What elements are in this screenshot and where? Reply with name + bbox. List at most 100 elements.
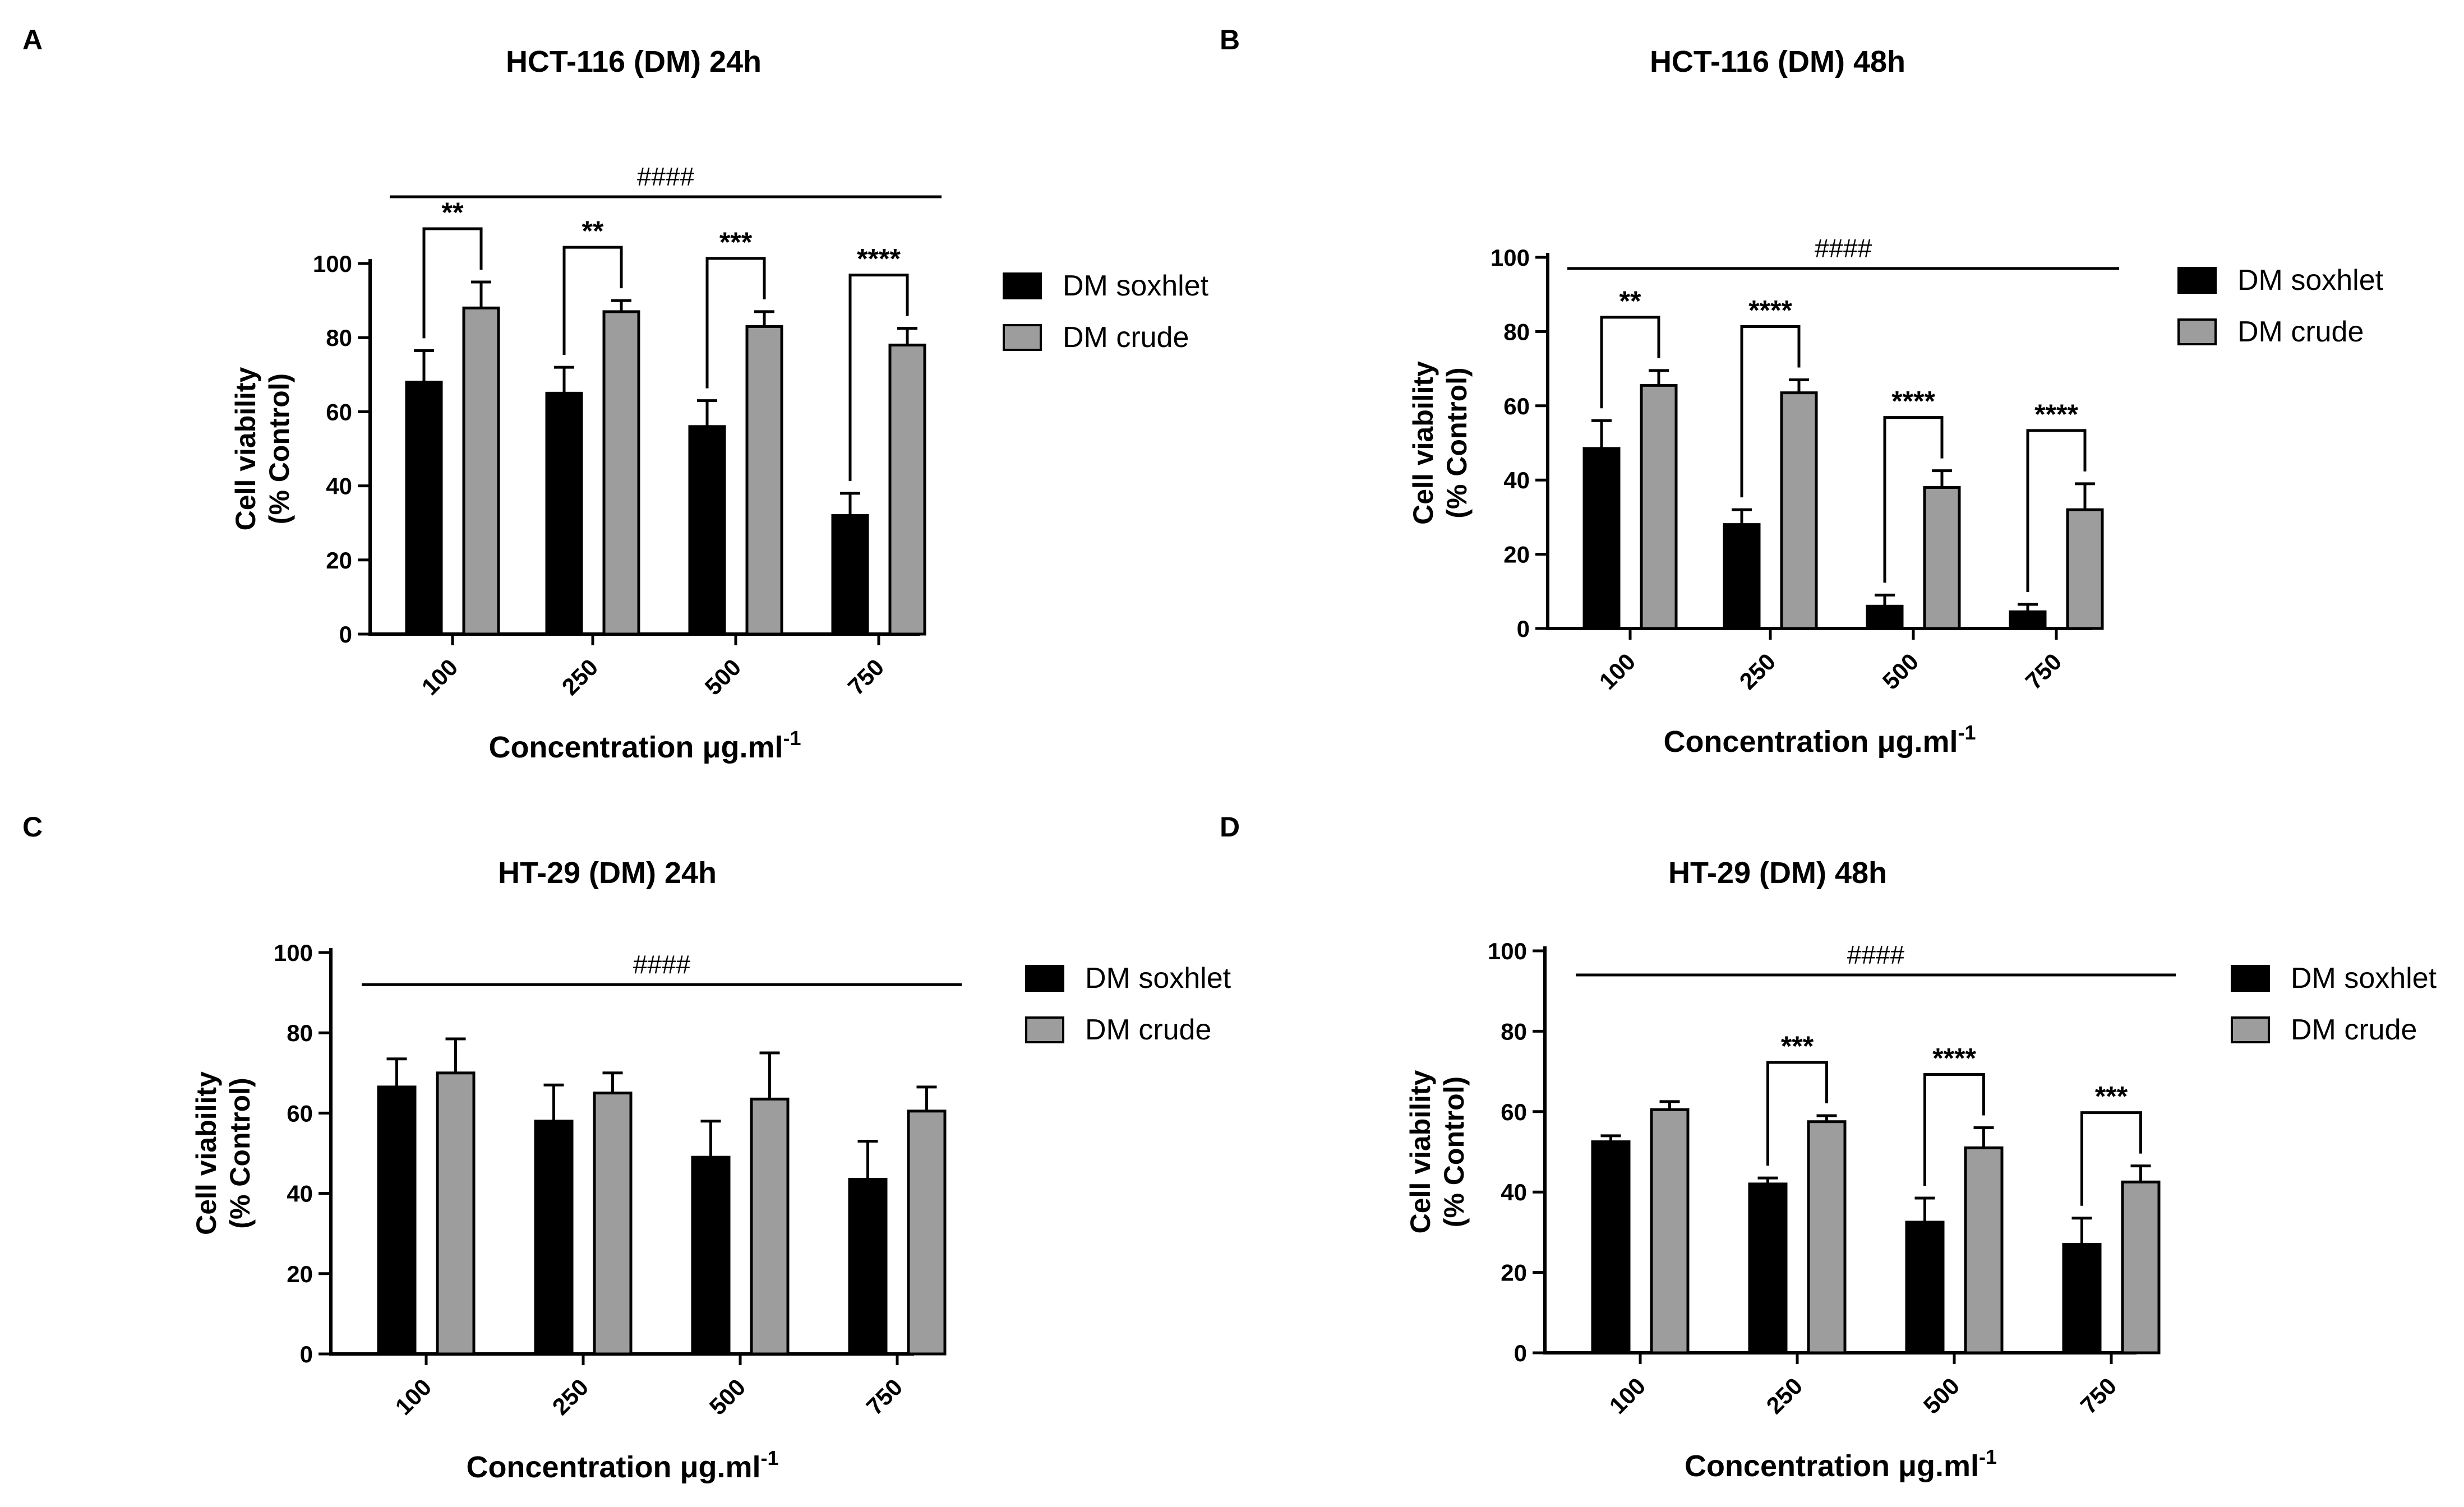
x-tick-label: 500 xyxy=(704,1374,751,1420)
panel-label: B xyxy=(1220,24,1240,56)
legend-label-crude: DM crude xyxy=(2237,316,2364,348)
x-axis-label-superscript: -1 xyxy=(761,1446,779,1469)
chart-title: HT-29 (DM) 48h xyxy=(1668,856,1887,890)
y-tick-label: 100 xyxy=(1488,938,1527,964)
x-axis-label-superscript: -1 xyxy=(783,727,801,750)
chart-panel-a: A HCT-116 (DM) 24h 0 20 40 60 80 100 Cell viabil… xyxy=(22,24,1209,764)
bar-crude xyxy=(1780,391,1818,630)
legend-swatch-crude xyxy=(2177,318,2217,345)
bar-crude xyxy=(1807,1120,1847,1355)
bar-soxhlet xyxy=(2062,1242,2102,1355)
chart-title: HCT-116 (DM) 48h xyxy=(1650,45,1905,78)
bar-crude xyxy=(888,343,926,636)
bar-soxhlet xyxy=(1866,604,1904,630)
bar-crude xyxy=(907,1110,947,1356)
x-tick-label: 250 xyxy=(1761,1372,1808,1419)
x-tick-label: 100 xyxy=(1604,1372,1651,1419)
bar-crude xyxy=(745,325,783,636)
significance-stars: **** xyxy=(1748,294,1792,326)
chart-title: HT-29 (DM) 24h xyxy=(498,856,717,890)
significance-stars: *** xyxy=(2095,1081,2128,1112)
y-tick-label: 0 xyxy=(1514,1340,1527,1366)
legend-label-soxhlet: DM soxhlet xyxy=(2237,264,2384,297)
y-tick-label: 20 xyxy=(326,547,352,574)
significance-stars: *** xyxy=(1781,1030,1814,1062)
chart-panel-c: C HT-29 (DM) 24h 0 20 40 60 80 100 Cell viabilit… xyxy=(22,811,1231,1484)
significance-stars: **** xyxy=(2034,399,2078,430)
legend-label-crude: DM crude xyxy=(2291,1014,2417,1046)
x-tick-label: 500 xyxy=(700,654,746,700)
y-tick-label: 40 xyxy=(326,473,352,500)
significance-stars: **** xyxy=(1891,386,1935,417)
x-axis-label-text: Concentration μg.ml xyxy=(488,731,783,764)
bar-soxhlet xyxy=(2009,610,2047,630)
y-tick-label: 100 xyxy=(1491,244,1530,271)
y-tick-label: 40 xyxy=(1501,1179,1527,1205)
legend-swatch-crude xyxy=(1003,324,1042,351)
bar-soxhlet xyxy=(405,381,443,636)
bar-crude xyxy=(1923,486,1961,630)
x-tick-label: 750 xyxy=(2020,648,2067,695)
bar-soxhlet xyxy=(691,1155,731,1356)
y-axis-label: Cell viability (% Control) xyxy=(1405,1070,1470,1233)
legend-swatch-crude xyxy=(1025,1016,1064,1043)
x-tick-label: 250 xyxy=(557,654,603,700)
y-tick-label: 0 xyxy=(300,1341,313,1367)
y-tick-label: 60 xyxy=(1503,393,1530,419)
bar-soxhlet xyxy=(848,1178,888,1356)
bar-crude xyxy=(1650,1108,1690,1355)
panel-label: C xyxy=(22,811,43,843)
y-tick-label: 100 xyxy=(313,251,352,277)
x-tick-label: 750 xyxy=(843,654,889,700)
bar-soxhlet xyxy=(377,1085,417,1356)
legend-swatch-soxhlet xyxy=(2177,267,2217,294)
y-tick-label: 80 xyxy=(326,325,352,351)
legend-swatch-soxhlet xyxy=(1025,965,1064,992)
overall-significance-label: #### xyxy=(1815,234,1872,263)
x-tick-label: 750 xyxy=(2075,1372,2122,1419)
y-tick-label: 20 xyxy=(1503,542,1530,568)
y-tick-label: 0 xyxy=(1517,616,1530,642)
overall-significance-label: #### xyxy=(633,950,691,979)
y-axis-label: Cell viability (% Control) xyxy=(230,367,295,530)
bar-crude xyxy=(593,1092,633,1356)
legend-label-crude: DM crude xyxy=(1085,1014,1211,1046)
bar-crude xyxy=(1964,1146,2004,1355)
y-tick-label: 80 xyxy=(1501,1018,1527,1044)
x-tick-label: 500 xyxy=(1918,1372,1965,1419)
panel-label: A xyxy=(22,24,43,56)
significance-bracket xyxy=(1600,316,1660,409)
y-tick-label: 60 xyxy=(326,399,352,425)
bar-crude xyxy=(2066,508,2104,630)
significance-bracket xyxy=(1740,325,1801,498)
y-tick-label: 20 xyxy=(287,1261,313,1287)
y-axis-label: Cell viability (% Control) xyxy=(1408,361,1473,525)
bar-crude xyxy=(602,310,640,636)
significance-stars: *** xyxy=(719,226,753,258)
x-axis-label-text: Concentration μg.ml xyxy=(466,1450,760,1484)
significance-stars: ** xyxy=(1619,285,1641,317)
y-tick-label: 60 xyxy=(287,1100,313,1126)
bar-crude xyxy=(750,1097,790,1356)
x-tick-label: 750 xyxy=(861,1374,908,1420)
significance-bracket xyxy=(422,227,483,339)
significance-stars: **** xyxy=(1932,1042,1976,1074)
x-axis-label: Concentration μg.ml-1 xyxy=(1663,721,1976,759)
significance-bracket xyxy=(848,274,909,481)
legend-swatch-soxhlet xyxy=(2231,965,2270,992)
bar-crude xyxy=(436,1071,476,1356)
y-tick-label: 100 xyxy=(274,940,313,966)
legend-swatch-soxhlet xyxy=(1003,272,1042,299)
significance-bracket xyxy=(2080,1111,2142,1206)
x-tick-label: 100 xyxy=(417,654,463,700)
y-axis-label-line1: Cell viability xyxy=(1405,1070,1436,1233)
bar-soxhlet xyxy=(1723,523,1761,630)
bar-soxhlet xyxy=(1748,1182,1788,1355)
y-axis-label-line1: Cell viability xyxy=(1408,361,1439,525)
chart-panel-d: D HT-29 (DM) 48h 0 20 40 60 80 100 Cell viabilit… xyxy=(1220,811,2437,1483)
bar-soxhlet xyxy=(534,1120,574,1356)
x-axis-label: Concentration μg.ml-1 xyxy=(488,727,801,764)
x-axis-label: Concentration μg.ml-1 xyxy=(466,1446,778,1484)
bar-crude xyxy=(1640,383,1678,630)
